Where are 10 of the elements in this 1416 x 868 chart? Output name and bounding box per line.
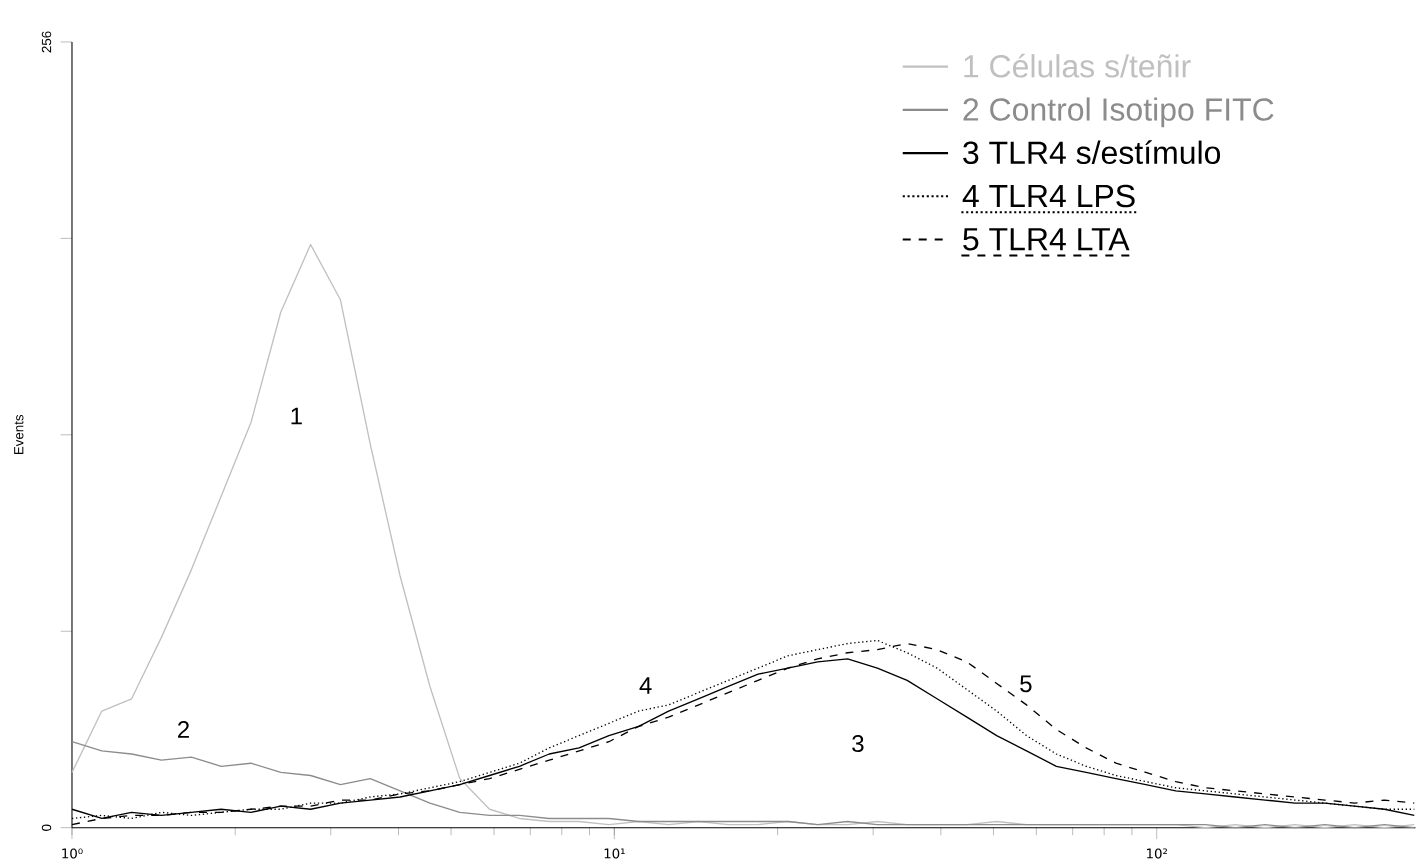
legend-label: 1 Células s/teñir xyxy=(964,53,1191,78)
legend-label: 5 TLR4 LTA xyxy=(963,228,1130,251)
legend-label: 3 TLR4 s/estímulo xyxy=(963,140,1221,165)
annotation: 2 xyxy=(178,721,189,738)
legend-label: 2 Control Isotipo FITC xyxy=(963,97,1274,128)
legend-label: 4 TLR4 LPS xyxy=(962,184,1135,208)
annotation: 4 xyxy=(639,677,652,694)
annotation: 3 xyxy=(852,735,864,753)
annotation: 5 xyxy=(1020,675,1032,693)
annotation: 1 xyxy=(291,407,302,425)
